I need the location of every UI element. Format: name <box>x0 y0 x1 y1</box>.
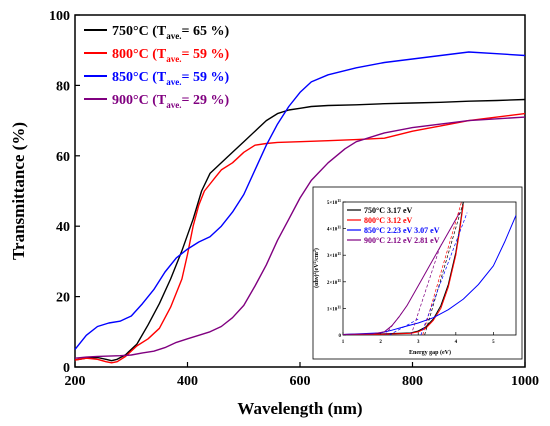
inset-y-tick-exponent: 11 <box>337 198 341 203</box>
legend-label-main: 750°C (T <box>112 24 167 39</box>
legend-label-subscript: ave. <box>166 31 181 41</box>
inset-y-tick-exponent: 11 <box>337 304 341 309</box>
legend-label-subscript: ave. <box>166 77 181 87</box>
inset-y-title-main: (αhν) <box>313 274 320 287</box>
inset-y-tick-label: 2×1011 <box>327 278 341 286</box>
legend-label-0: 750°C (Tave.= 65 %) <box>112 24 229 41</box>
inset-y-title-sup2: 2 <box>312 261 317 263</box>
inset-y-tick-mantissa: 5×10 <box>327 201 338 206</box>
y-tick-label: 60 <box>56 150 70 165</box>
inset-y-tick-label: 4×1011 <box>327 225 341 233</box>
y-tick-label: 0 <box>63 361 70 376</box>
inset-tangent-lines <box>384 202 468 335</box>
inset-y-tick-exponent: 11 <box>337 278 341 283</box>
x-tick-label: 1000 <box>511 374 539 389</box>
inset-x-tick-label: 2 <box>379 340 382 345</box>
legend-label-subscript: ave. <box>166 100 181 110</box>
legend-label-subscript: ave. <box>166 54 181 64</box>
legend-label-tail: = 29 %) <box>181 93 229 108</box>
inset-y-tick-mantissa: 1×10 <box>327 307 338 312</box>
inset-y-tick-mantissa: 0 <box>339 334 342 339</box>
inset-y-tick-label: 0 <box>339 334 342 339</box>
legend-label-main: 900°C (T <box>112 93 167 108</box>
legend-label-1: 800°C (Tave.= 59 %) <box>112 47 229 64</box>
inset-y-title-mid: (eV <box>313 263 320 273</box>
legend-label-tail: = 59 %) <box>181 70 229 85</box>
inset-x-tick-label: 4 <box>455 340 458 345</box>
y-tick-label: 80 <box>56 79 70 94</box>
x-tick-label: 600 <box>290 374 311 389</box>
legend-label-tail: = 59 %) <box>181 47 229 62</box>
inset-series-line-1 <box>343 204 464 335</box>
inset-y-title-end: ) <box>313 248 320 250</box>
legend-label-3: 900°C (Tave.= 29 %) <box>112 93 229 110</box>
inset-tangent-line-3 <box>420 212 468 335</box>
inset-x-tick-label: 5 <box>492 340 495 345</box>
inset-series-lines <box>343 202 516 335</box>
y-tick-label: 100 <box>49 9 70 24</box>
legend-label-main: 800°C (T <box>112 47 167 62</box>
inset-y-tick-exponent: 11 <box>337 251 341 256</box>
inset-plot-frame <box>342 201 517 336</box>
inset-x-tick-label: 3 <box>417 340 420 345</box>
y-axis-title: Transmittance (%) <box>9 122 28 260</box>
series-line-2 <box>74 51 526 350</box>
legend-label-main: 850°C (T <box>112 70 167 85</box>
inset-tangent-line-5 <box>410 244 442 335</box>
inset-legend-label-2: 850°C 2.23 eV 3.07 eV <box>364 226 440 235</box>
main-legend: 750°C (Tave.= 65 %)800°C (Tave.= 59 %)85… <box>84 24 229 110</box>
legend-label-tail: = 65 %) <box>181 24 229 39</box>
inset-legend-label-0: 750°C 3.17 eV <box>364 206 413 215</box>
series-line-1 <box>74 112 526 364</box>
inset-series-line-3 <box>343 212 461 335</box>
inset-y-title-sup3: 2 <box>312 250 317 252</box>
series-line-3 <box>74 116 526 359</box>
inset-y-tick-exponent: 11 <box>337 225 341 230</box>
inset-y-tick-mantissa: 2×10 <box>327 281 338 286</box>
series-line-0 <box>74 98 526 362</box>
y-tick-label: 20 <box>56 291 70 306</box>
inset-y-tick-mantissa: 3×10 <box>327 254 338 259</box>
x-tick-label: 200 <box>65 374 86 389</box>
inset-tangent-line-2 <box>389 318 419 335</box>
inset-legend-label-1: 800°C 3.12 eV <box>364 216 413 225</box>
inset-y-tick-label: 5×1011 <box>327 198 341 206</box>
y-tick-label: 40 <box>56 220 70 235</box>
inset-y-axis-title: (αhν)2(eV2/cm2) <box>312 248 320 288</box>
inset-y-tick-label: 3×1011 <box>327 251 341 259</box>
inset-x-axis-title: Energy gap (eV) <box>409 349 451 356</box>
inset-y-tick-mantissa: 4×10 <box>327 228 338 233</box>
inset-y-title-mid2: /cm <box>314 252 320 262</box>
x-tick-label: 800 <box>402 374 423 389</box>
inset-y-title-sup1: 2 <box>312 272 317 274</box>
inset-series-line-2 <box>343 215 516 335</box>
inset-x-tick-label: 1 <box>342 340 345 345</box>
main-series-lines <box>74 51 526 364</box>
legend-label-2: 850°C (Tave.= 59 %) <box>112 70 229 87</box>
inset-background <box>312 186 523 360</box>
x-tick-label: 400 <box>177 374 198 389</box>
inset-y-tick-label: 1×1011 <box>327 304 341 312</box>
inset-tangent-line-0 <box>424 202 464 335</box>
inset-tangent-line-1 <box>422 202 462 335</box>
x-axis-title: Wavelength (nm) <box>237 399 362 418</box>
inset-legend-label-3: 900°C 2.12 eV 2.81 eV <box>364 236 440 245</box>
